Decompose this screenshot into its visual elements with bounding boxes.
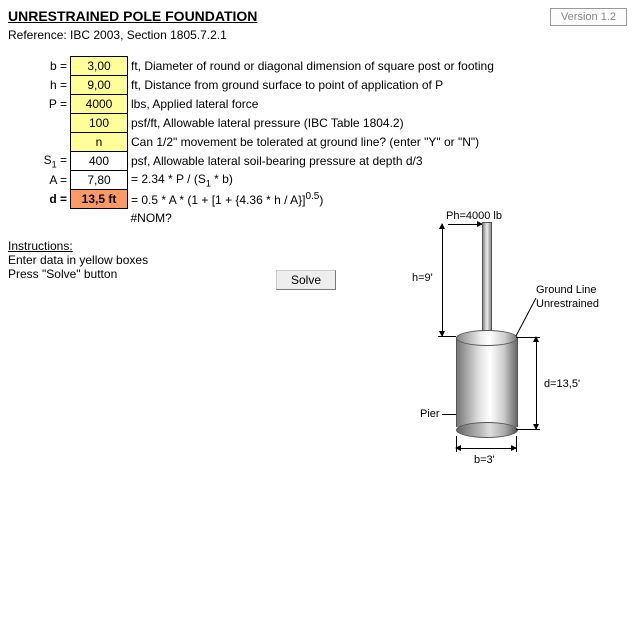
input-h[interactable]: 9,00 bbox=[71, 76, 128, 95]
desc-s1: psf, Allowable lateral soil-bearing pres… bbox=[128, 152, 497, 171]
diagram-pier-bottom bbox=[456, 422, 518, 438]
diagram-unrestrained-label: Unrestrained bbox=[536, 298, 599, 310]
desc-p: lbs, Applied lateral force bbox=[128, 95, 497, 114]
table-row: n Can 1/2" movement be tolerated at grou… bbox=[36, 133, 497, 152]
solve-button[interactable]: Solve bbox=[276, 270, 336, 290]
input-movement[interactable]: n bbox=[71, 133, 128, 152]
page-title: UNRESTRAINED POLE FOUNDATION bbox=[8, 8, 257, 24]
diagram-ph-label: Ph=4000 lb bbox=[446, 210, 502, 222]
output-s1: 400 bbox=[71, 152, 128, 171]
label-movement bbox=[36, 133, 71, 152]
diagram-pole bbox=[482, 222, 492, 339]
label-b: b = bbox=[36, 57, 71, 76]
desc-h: ft, Distance from ground surface to poin… bbox=[128, 76, 497, 95]
leader-line-icon bbox=[508, 298, 538, 338]
table-row: P = 4000 lbs, Applied lateral force bbox=[36, 95, 497, 114]
diagram-d-label: d=13,5' bbox=[544, 378, 580, 390]
desc-a: = 2.34 * P / (S1 * b) bbox=[128, 171, 497, 190]
table-row: h = 9,00 ft, Distance from ground surfac… bbox=[36, 76, 497, 95]
desc-pressure: psf/ft, Allowable lateral pressure (IBC … bbox=[128, 114, 497, 133]
table-row: d = 13,5 ft = 0.5 * A * (1 + [1 + {4.36 … bbox=[36, 190, 497, 209]
input-pressure[interactable]: 100 bbox=[71, 114, 128, 133]
input-table: b = 3,00 ft, Diameter of round or diagon… bbox=[36, 56, 497, 227]
output-d: 13,5 ft bbox=[71, 190, 128, 209]
label-pressure bbox=[36, 114, 71, 133]
label-d: d = bbox=[36, 190, 71, 209]
table-row: S1 = 400 psf, Allowable lateral soil-bea… bbox=[36, 152, 497, 171]
diagram-pier-body bbox=[456, 337, 518, 427]
diagram-b-label: b=3' bbox=[474, 454, 495, 466]
label-h: h = bbox=[36, 76, 71, 95]
reference-text: Reference: IBC 2003, Section 1805.7.2.1 bbox=[8, 28, 627, 42]
label-a: A = bbox=[36, 171, 71, 190]
input-p[interactable]: 4000 bbox=[71, 95, 128, 114]
table-row: 100 psf/ft, Allowable lateral pressure (… bbox=[36, 114, 497, 133]
diagram-h-label: h=9' bbox=[412, 272, 433, 284]
version-badge: Version 1.2 bbox=[550, 8, 627, 26]
desc-b: ft, Diameter of round or diagonal dimens… bbox=[128, 57, 497, 76]
desc-d: = 0.5 * A * (1 + [1 + {4.36 * h / A}]0.5… bbox=[128, 190, 497, 209]
table-row: A = 7,80 = 2.34 * P / (S1 * b) bbox=[36, 171, 497, 190]
label-s1: S1 = bbox=[36, 152, 71, 171]
output-a: 7,80 bbox=[71, 171, 128, 190]
diagram-ground-label: Ground Line bbox=[536, 284, 597, 296]
diagram-pier-label: Pier bbox=[420, 408, 440, 420]
input-b[interactable]: 3,00 bbox=[71, 57, 128, 76]
label-p: P = bbox=[36, 95, 71, 114]
table-row: b = 3,00 ft, Diameter of round or diagon… bbox=[36, 57, 497, 76]
diagram: Ph=4000 lb h=9' Ground Line Unrestrained… bbox=[408, 210, 628, 470]
desc-movement: Can 1/2" movement be tolerated at ground… bbox=[128, 133, 497, 152]
